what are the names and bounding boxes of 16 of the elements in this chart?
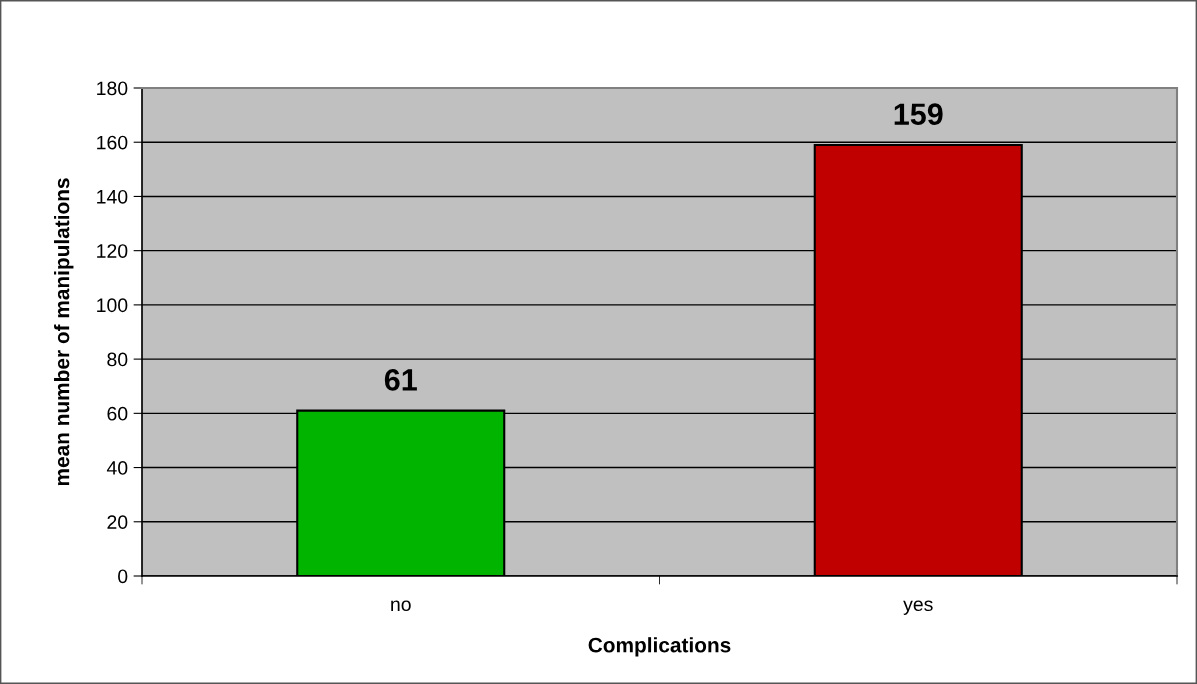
data-label: 61 [384, 369, 417, 391]
y-tick-label: 20 [107, 515, 128, 530]
x-tick-label: yes [903, 600, 933, 615]
y-tick-label: 120 [97, 244, 128, 258]
y-tick-label: 160 [97, 135, 128, 150]
x-tick-label: no [391, 600, 411, 612]
y-tick-label: 140 [97, 189, 128, 204]
y-tick-label: 40 [106, 461, 128, 475]
y-tick-label: 80 [107, 352, 128, 367]
y-tick-label: 100 [97, 298, 128, 313]
y-tick-label: 180 [97, 81, 128, 96]
y-axis-title: mean number of manipulations [54, 178, 74, 486]
y-tick-label: 60 [107, 406, 128, 421]
y-tick-label: 0 [118, 569, 128, 584]
x-axis-title: Complications [588, 637, 731, 657]
data-label: 159 [894, 103, 943, 125]
